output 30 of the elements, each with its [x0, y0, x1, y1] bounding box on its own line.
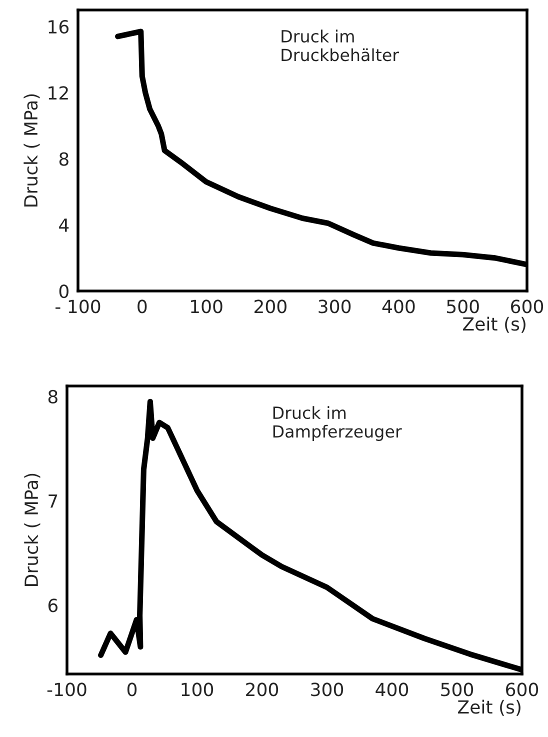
- x-tick-label: 200: [246, 682, 278, 696]
- x-tick-label: 600: [506, 682, 538, 696]
- x-tick-label: 600: [511, 300, 544, 314]
- y-tick-label: 12: [48, 86, 68, 100]
- x-tick-label: 500: [441, 682, 474, 696]
- x-tick-label: 100: [182, 682, 214, 696]
- y-axis-title: Druck ( MPa): [24, 474, 40, 586]
- y-tick-label: 8: [59, 152, 68, 166]
- x-tick-label: - 100: [56, 300, 100, 314]
- y-tick-label: 0: [59, 284, 68, 298]
- x-tick-label: 400: [376, 682, 408, 696]
- x-tick-label: 300: [311, 682, 344, 696]
- x-tick-label: 100: [191, 300, 222, 314]
- annotation: Druck im Dampferzeuger: [273, 406, 402, 441]
- x-tick-label: 400: [382, 300, 415, 314]
- x-tick-label: 0: [138, 300, 147, 314]
- x-axis-title: Zeit (s): [458, 700, 520, 716]
- y-tick-label: 8: [48, 390, 58, 404]
- x-axis-title: Zeit (s): [463, 316, 526, 333]
- x-tick-label: -100: [47, 682, 86, 696]
- y-tick-label: 6: [48, 598, 58, 612]
- annotation: Druck im Druckbehälter: [282, 30, 399, 62]
- x-tick-label: 500: [447, 300, 479, 314]
- y-axis-title: Druck ( MPa): [24, 94, 40, 206]
- y-tick-label: 4: [59, 218, 69, 232]
- x-tick-label: 200: [254, 300, 286, 314]
- y-tick-label: 16: [48, 20, 69, 34]
- x-tick-label: 300: [318, 300, 351, 314]
- y-tick-label: 7: [48, 494, 58, 508]
- x-tick-label: 0: [127, 682, 137, 696]
